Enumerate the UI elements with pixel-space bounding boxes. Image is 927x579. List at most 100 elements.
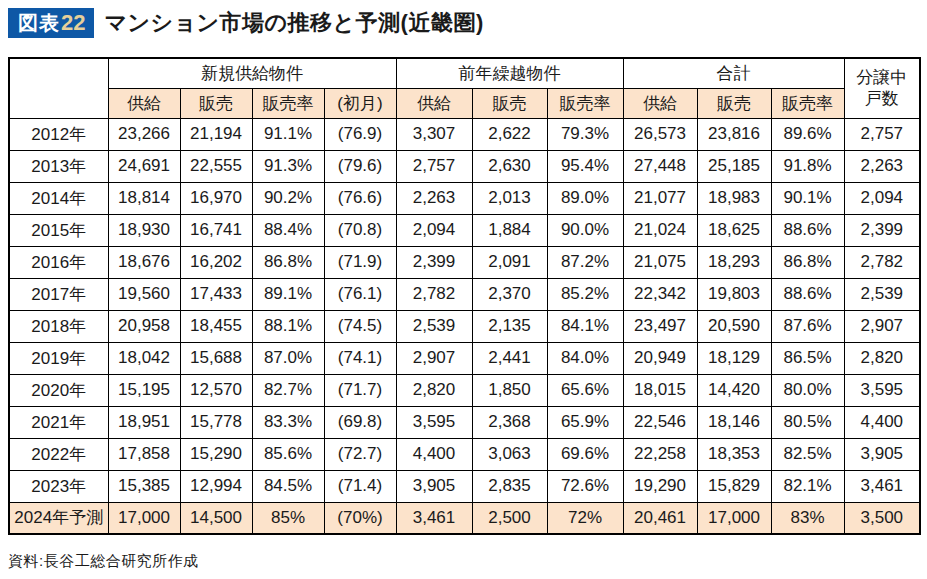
cell-value: 3,461 <box>396 502 472 534</box>
cell-value: 87.2% <box>547 246 623 278</box>
figure-title-bar: 図表 22 マンション市場の推移と予測(近畿圏) <box>8 7 919 39</box>
cell-value: 17,000 <box>108 502 180 534</box>
cell-value: 83.3% <box>252 406 324 438</box>
cell-value: 15,385 <box>108 470 180 502</box>
cell-value: 1,850 <box>472 374 547 406</box>
cell-value: 84.1% <box>547 310 623 342</box>
cell-value: 69.6% <box>547 438 623 470</box>
cell-value: 22,546 <box>623 406 697 438</box>
header-new-first-month: (初月) <box>324 88 396 118</box>
row-year: 2022年 <box>9 438 108 470</box>
cell-value: 2,263 <box>844 150 920 182</box>
cell-value: 2,835 <box>472 470 547 502</box>
header-carryover-supply: 供給 <box>396 88 472 118</box>
table-row: 2021年 18,951 15,778 83.3% (69.8) 3,595 2… <box>9 406 920 438</box>
cell-value: (71.4) <box>324 470 396 502</box>
cell-value: 2,907 <box>396 342 472 374</box>
cell-value: 84.0% <box>547 342 623 374</box>
cell-value: 87.0% <box>252 342 324 374</box>
cell-value: 22,258 <box>623 438 697 470</box>
table-row: 2023年 15,385 12,994 84.5% (71.4) 3,905 2… <box>9 470 920 502</box>
cell-value: 21,075 <box>623 246 697 278</box>
cell-value: 2,630 <box>472 150 547 182</box>
cell-value: (70%) <box>324 502 396 534</box>
cell-value: 84.5% <box>252 470 324 502</box>
cell-value: 3,500 <box>844 502 920 534</box>
table-header: 新規供給物件 前年繰越物件 合計 分譲中戸数 供給 販売 販売率 (初月) 供給… <box>9 58 920 118</box>
cell-value: (71.7) <box>324 374 396 406</box>
cell-value: 17,000 <box>697 502 771 534</box>
cell-value: 21,024 <box>623 214 697 246</box>
cell-value: 18,951 <box>108 406 180 438</box>
cell-value: 2,399 <box>844 214 920 246</box>
page: 図表 22 マンション市場の推移と予測(近畿圏) 新規供給物件 前年繰越物件 合… <box>0 0 927 571</box>
cell-value: 2,539 <box>396 310 472 342</box>
cell-value: 22,555 <box>180 150 252 182</box>
cell-value: 80.0% <box>771 374 844 406</box>
cell-value: 89.0% <box>547 182 623 214</box>
figure-number-badge: 図表 22 <box>8 8 94 38</box>
cell-value: 18,930 <box>108 214 180 246</box>
cell-value: 91.8% <box>771 150 844 182</box>
table-row: 2018年 20,958 18,455 88.1% (74.5) 2,539 2… <box>9 310 920 342</box>
cell-value: 2,539 <box>844 278 920 310</box>
cell-value: 3,905 <box>396 470 472 502</box>
cell-value: 12,994 <box>180 470 252 502</box>
cell-value: (69.8) <box>324 406 396 438</box>
header-units-line2: 戸数 <box>865 89 899 108</box>
cell-value: (79.6) <box>324 150 396 182</box>
cell-value: 2,399 <box>396 246 472 278</box>
cell-value: 2,013 <box>472 182 547 214</box>
cell-value: 23,816 <box>697 118 771 150</box>
cell-value: 82.7% <box>252 374 324 406</box>
row-year: 2012年 <box>9 118 108 150</box>
cell-value: 2,820 <box>844 342 920 374</box>
badge-label: 図表 <box>18 10 60 37</box>
cell-value: 14,420 <box>697 374 771 406</box>
header-carryover-sales: 販売 <box>472 88 547 118</box>
table-row: 2024年予測 17,000 14,500 85% (70%) 3,461 2,… <box>9 502 920 534</box>
cell-value: 20,958 <box>108 310 180 342</box>
cell-value: 82.5% <box>771 438 844 470</box>
cell-value: 27,448 <box>623 150 697 182</box>
cell-value: 2,757 <box>844 118 920 150</box>
cell-value: 18,129 <box>697 342 771 374</box>
header-total-sales: 販売 <box>697 88 771 118</box>
table-row: 2022年 17,858 15,290 85.6% (72.7) 4,400 3… <box>9 438 920 470</box>
cell-value: 19,290 <box>623 470 697 502</box>
row-year: 2019年 <box>9 342 108 374</box>
cell-value: 15,778 <box>180 406 252 438</box>
cell-value: 2,135 <box>472 310 547 342</box>
cell-value: 90.2% <box>252 182 324 214</box>
cell-value: 3,595 <box>844 374 920 406</box>
cell-value: 25,185 <box>697 150 771 182</box>
cell-value: 21,077 <box>623 182 697 214</box>
cell-value: 2,368 <box>472 406 547 438</box>
header-new-sales: 販売 <box>180 88 252 118</box>
cell-value: 88.6% <box>771 214 844 246</box>
table-row: 2012年 23,266 21,194 91.1% (76.9) 3,307 2… <box>9 118 920 150</box>
cell-value: (70.8) <box>324 214 396 246</box>
cell-value: 23,266 <box>108 118 180 150</box>
cell-value: 15,829 <box>697 470 771 502</box>
cell-value: 95.4% <box>547 150 623 182</box>
cell-value: 15,688 <box>180 342 252 374</box>
cell-value: 90.1% <box>771 182 844 214</box>
cell-value: (76.1) <box>324 278 396 310</box>
row-year: 2016年 <box>9 246 108 278</box>
cell-value: (72.7) <box>324 438 396 470</box>
cell-value: 89.6% <box>771 118 844 150</box>
cell-value: 88.1% <box>252 310 324 342</box>
cell-value: 18,814 <box>108 182 180 214</box>
header-total-sales-rate: 販売率 <box>771 88 844 118</box>
cell-value: 16,970 <box>180 182 252 214</box>
header-group-row: 新規供給物件 前年繰越物件 合計 分譲中戸数 <box>9 58 920 88</box>
cell-value: 2,907 <box>844 310 920 342</box>
header-total-supply: 供給 <box>623 88 697 118</box>
cell-value: 2,622 <box>472 118 547 150</box>
cell-value: 88.4% <box>252 214 324 246</box>
cell-value: 90.0% <box>547 214 623 246</box>
cell-value: (74.1) <box>324 342 396 374</box>
header-group-carryover: 前年繰越物件 <box>396 58 623 88</box>
cell-value: 24,691 <box>108 150 180 182</box>
